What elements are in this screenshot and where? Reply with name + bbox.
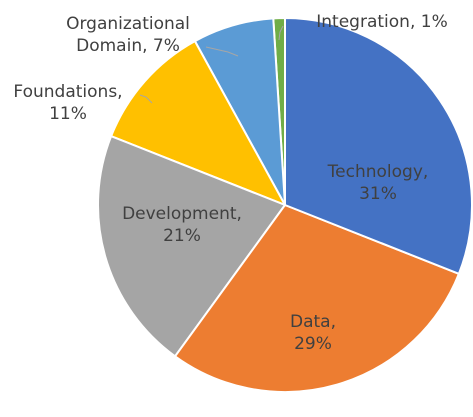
leader-line (278, 25, 284, 41)
data-label: Development, 21% (122, 204, 242, 246)
pie-slice (109, 39, 288, 207)
leader-line (139, 94, 153, 104)
data-label: Data, 29% (290, 312, 336, 354)
pie-slice (97, 134, 287, 358)
leader-line (205, 46, 239, 57)
data-label: Technology, 31% (327, 162, 429, 204)
data-label: Foundations, 11% (13, 82, 123, 124)
pie-slice (173, 203, 461, 393)
data-label: Organizational Domain, 7% (66, 14, 190, 56)
pie-slice (284, 16, 473, 276)
data-label: Integration, 1% (316, 12, 448, 32)
